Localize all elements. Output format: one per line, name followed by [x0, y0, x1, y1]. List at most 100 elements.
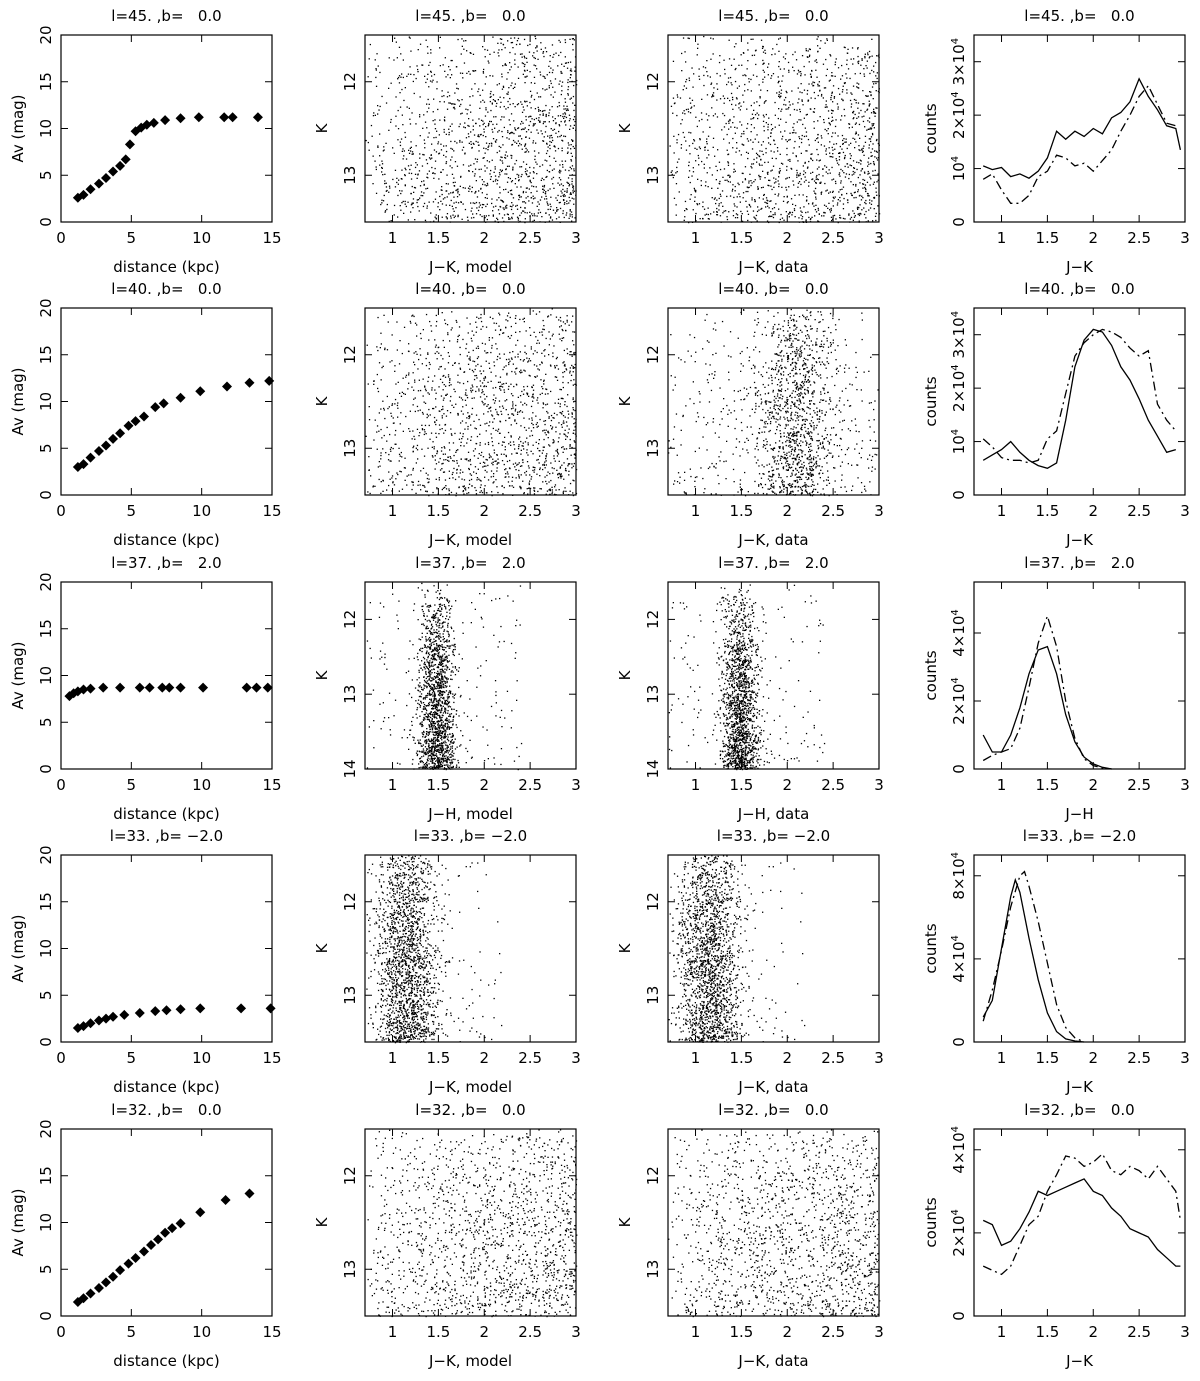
scatter-dot — [519, 166, 521, 168]
scatter-dot — [557, 452, 559, 454]
scatter-dot — [561, 426, 563, 428]
scatter-dot — [440, 200, 442, 202]
scatter-dot — [839, 152, 841, 154]
scatter-dot — [434, 119, 436, 121]
scatter-dot — [507, 213, 509, 216]
scatter-dot — [511, 216, 513, 218]
scatter-dot — [868, 195, 870, 197]
scatter-dot — [414, 173, 417, 175]
scatter-dot — [529, 71, 531, 73]
scatter-dot — [441, 216, 443, 218]
scatter-dot — [421, 165, 424, 167]
scatter-dot — [739, 201, 741, 203]
scatter-dot — [852, 111, 854, 113]
scatter-dot — [544, 198, 546, 200]
scatter-dot — [483, 413, 485, 415]
scatter-dot — [490, 371, 492, 373]
scatter-dot — [560, 72, 562, 74]
scatter-dot — [760, 187, 763, 189]
scatter-dot — [560, 320, 562, 322]
scatter-dot — [543, 438, 545, 441]
scatter-dot — [698, 68, 700, 70]
scatter-dot — [525, 330, 527, 332]
scatter-dot — [806, 366, 808, 369]
scatter-dot — [870, 94, 872, 96]
scatter-dot — [438, 134, 440, 136]
scatter-dot — [389, 187, 391, 189]
scatter-dot — [830, 109, 833, 111]
scatter-dot — [501, 460, 504, 462]
scatter-dot — [675, 214, 677, 216]
scatter-dot — [526, 392, 529, 395]
scatter-dot — [835, 143, 838, 145]
scatter-dot — [793, 184, 795, 186]
scatter-dot — [446, 324, 449, 326]
scatter-dot — [817, 45, 819, 47]
panel-title: l=45. ,b= 0.0 — [415, 7, 525, 25]
scatter-dot — [481, 203, 484, 206]
scatter-dot — [575, 449, 577, 451]
scatter-dot — [734, 126, 736, 128]
scatter-dot — [834, 63, 836, 66]
scatter-dot — [874, 169, 876, 172]
scatter-dot — [561, 397, 563, 399]
scatter-dot — [838, 172, 841, 174]
scatter-dot — [537, 339, 539, 342]
scatter-dot — [436, 320, 438, 323]
scatter-dot — [377, 387, 379, 390]
scatter-dot — [378, 461, 380, 463]
scatter-dot — [733, 171, 735, 173]
scatter-dot — [814, 97, 816, 100]
scatter-dot — [569, 370, 571, 372]
scatter-dot — [450, 199, 452, 202]
scatter-dot — [484, 217, 486, 219]
scatter-dot — [388, 471, 390, 473]
scatter-dot — [514, 128, 516, 131]
scatter-dot — [870, 203, 873, 205]
scatter-dot — [487, 479, 490, 481]
scatter-dot — [427, 52, 429, 54]
scatter-dot — [857, 48, 859, 50]
scatter-dot — [405, 205, 407, 208]
scatter-dot — [678, 191, 680, 193]
scatter-dot — [416, 324, 418, 326]
scatter-dot — [414, 381, 416, 383]
scatter-dot — [736, 196, 738, 198]
scatter-dot — [512, 87, 514, 90]
scatter-dot — [806, 412, 808, 414]
scatter-dot — [542, 388, 544, 390]
scatter-dot — [435, 392, 437, 394]
scatter-dot — [718, 161, 721, 163]
scatter-dot — [809, 325, 812, 327]
scatter-dot — [494, 100, 496, 102]
scatter-dot — [868, 157, 870, 159]
scatter-dot — [414, 322, 417, 324]
scatter-dot — [525, 147, 527, 150]
scatter-dot — [533, 124, 535, 126]
y-axis-label: K — [616, 122, 634, 133]
scatter-dot — [553, 417, 555, 419]
scatter-dot — [435, 398, 437, 400]
scatter-dot — [782, 371, 785, 373]
scatter-dot — [367, 383, 369, 385]
scatter-dot — [434, 339, 436, 341]
scatter-dot — [774, 212, 776, 214]
scatter-dot — [559, 466, 562, 468]
scatter-dot — [471, 485, 473, 487]
scatter-dot — [398, 460, 400, 462]
scatter-dot — [552, 96, 554, 98]
scatter-dot — [421, 428, 424, 430]
scatter-dot — [518, 445, 520, 448]
scatter-dot — [867, 165, 869, 167]
scatter-dot — [480, 101, 482, 103]
scatter-dot — [868, 50, 871, 53]
scatter-dot — [509, 218, 511, 220]
scatter-dot — [514, 466, 516, 468]
scatter-dot — [531, 213, 533, 215]
scatter-dot — [573, 331, 576, 333]
scatter-dot — [549, 144, 551, 146]
data-point — [141, 119, 152, 130]
scatter-dot — [427, 177, 429, 179]
scatter-dot — [539, 488, 541, 490]
scatter-dot — [807, 138, 810, 141]
